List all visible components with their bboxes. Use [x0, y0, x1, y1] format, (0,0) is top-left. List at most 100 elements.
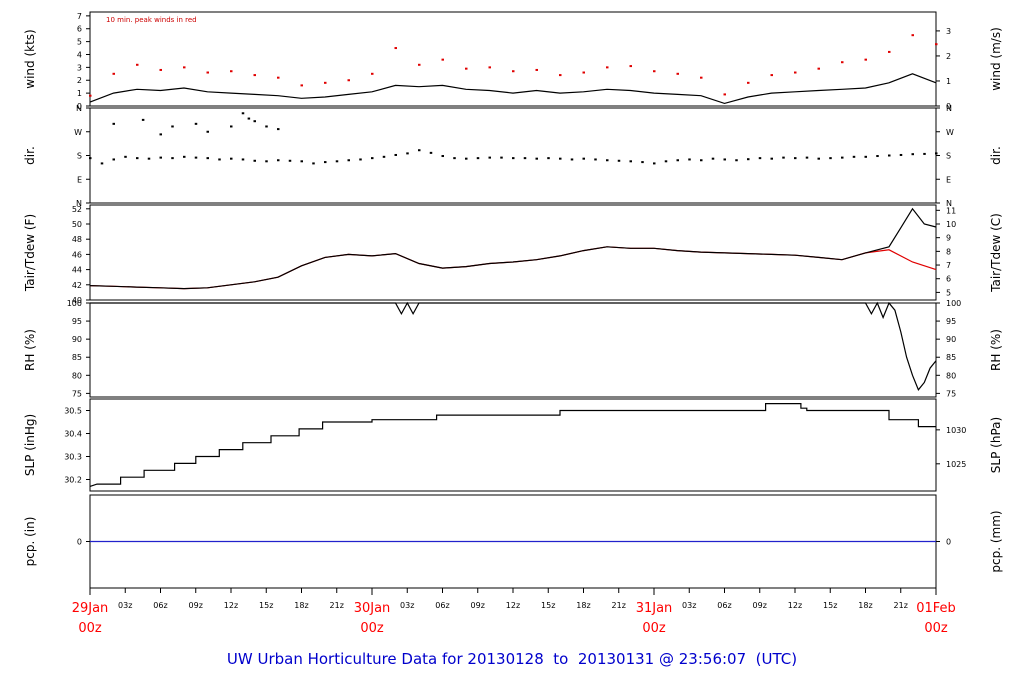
data-point — [265, 125, 268, 128]
data-point — [347, 79, 350, 82]
data-point — [241, 158, 245, 161]
x-axis: 03z 06z 09z 12z 15z 18z 21z 03z 06z 09z 12z 15z 18z 2… — [72, 588, 956, 636]
x-day-hour-label: 00z — [924, 621, 948, 636]
data-point — [582, 71, 585, 74]
right-tick-label: 5 — [946, 288, 951, 297]
data-point — [829, 157, 832, 160]
x-tick-label: 06z — [717, 601, 731, 610]
right-tick-label: E — [946, 175, 951, 184]
data-point — [688, 158, 691, 161]
right-tick-label: S — [946, 152, 951, 161]
right-tick-label: 2 — [946, 52, 951, 61]
data-point — [794, 71, 797, 74]
data-point — [312, 162, 315, 165]
right-tick-label: 1 — [946, 77, 951, 86]
left-tick-label: S — [77, 152, 82, 161]
data-point — [700, 76, 703, 79]
left-tick-label: 30.4 — [64, 430, 82, 439]
y-axis-label-right: dir. — [989, 146, 1003, 165]
panel-temp: 40 42 44 46 48 50 52 5 6 7 8 9 10 11 Tair/Tdew (F) Tair… — [23, 204, 1003, 305]
data-point — [876, 155, 879, 158]
left-tick-label: 3 — [77, 63, 82, 72]
right-tick-label: 0 — [946, 538, 951, 547]
data-point — [277, 76, 280, 79]
data-point — [488, 156, 491, 159]
data-point — [641, 161, 644, 164]
data-point — [817, 67, 820, 70]
y-axis-label-right: SLP (hPa) — [989, 417, 1003, 473]
data-point — [159, 133, 162, 136]
data-point — [253, 159, 256, 162]
x-day-hour-label: 00z — [78, 621, 102, 636]
data-point — [371, 157, 374, 160]
x-tick-label: 03z — [400, 601, 414, 610]
data-point — [441, 58, 444, 61]
panel-frame — [89, 107, 937, 204]
data-point — [805, 156, 809, 159]
left-tick-label: 75 — [72, 389, 82, 398]
panel-frame — [89, 398, 937, 492]
data-point — [441, 155, 444, 158]
data-point — [230, 125, 233, 128]
left-tick-label: 7 — [77, 12, 82, 21]
left-tick-label: W — [74, 128, 82, 137]
data-point — [864, 58, 867, 61]
data-point — [89, 94, 92, 97]
data-point — [171, 125, 174, 128]
data-point — [147, 157, 151, 160]
right-tick-label: 0 — [946, 102, 951, 111]
data-point — [747, 158, 750, 161]
data-point — [159, 156, 162, 159]
left-tick-label: 95 — [72, 317, 82, 326]
data-point — [794, 157, 797, 160]
weather-chart: 0 1 2 3 4 5 6 7 0 1 2 3 wind (kts) wind (m/s) 10 min. … — [23, 11, 1003, 636]
data-point — [723, 158, 726, 161]
x-tick-label: 21z — [330, 601, 344, 610]
data-point — [371, 72, 374, 75]
left-tick-label: E — [77, 175, 82, 184]
data-point — [241, 112, 245, 115]
x-tick-label: 09z — [753, 601, 767, 610]
data-point — [141, 118, 145, 121]
data-point — [359, 158, 362, 161]
data-point — [230, 70, 233, 73]
panel-frame — [89, 11, 937, 107]
data-point — [606, 159, 609, 162]
right-tick-label: 11 — [946, 206, 956, 215]
y-axis-label-left: wind (kts) — [23, 29, 37, 88]
y-axis-label-right: Tair/Tdew (C) — [989, 213, 1003, 293]
right-tick-label: N — [946, 199, 952, 208]
left-tick-label: 100 — [67, 299, 82, 308]
data-point — [723, 93, 726, 96]
data-point — [582, 157, 585, 160]
y-axis-label-left: pcp. (in) — [23, 517, 37, 567]
series-line-1 — [89, 207, 937, 290]
left-tick-label: 40 — [72, 296, 82, 305]
panel-frame — [89, 204, 937, 301]
data-point — [124, 155, 127, 158]
data-point — [112, 72, 115, 75]
left-tick-label: 46 — [72, 250, 82, 259]
panel-slp: 30.2 30.3 30.4 30.5 1025 1030 SLP (inHg) SLP (h… — [23, 398, 1003, 492]
data-point — [159, 68, 162, 71]
left-tick-label: 1 — [77, 89, 82, 98]
data-point — [841, 61, 844, 64]
data-point — [711, 157, 715, 160]
data-point — [206, 157, 209, 160]
left-tick-label: 42 — [72, 281, 82, 290]
left-tick-label: 0 — [77, 538, 82, 547]
data-point — [194, 156, 198, 159]
x-tick-label: 18z — [858, 601, 872, 610]
data-point — [277, 159, 280, 162]
right-tick-label: 9 — [946, 234, 951, 243]
right-tick-label: 95 — [946, 317, 956, 326]
right-tick-label: 6 — [946, 275, 951, 284]
data-point — [559, 74, 562, 77]
data-point — [629, 160, 632, 163]
right-tick-label: 80 — [946, 371, 956, 380]
right-tick-label: 3 — [946, 27, 951, 36]
right-tick-label: 7 — [946, 261, 951, 270]
y-axis-label-left: dir. — [23, 146, 37, 165]
data-point — [653, 70, 656, 73]
